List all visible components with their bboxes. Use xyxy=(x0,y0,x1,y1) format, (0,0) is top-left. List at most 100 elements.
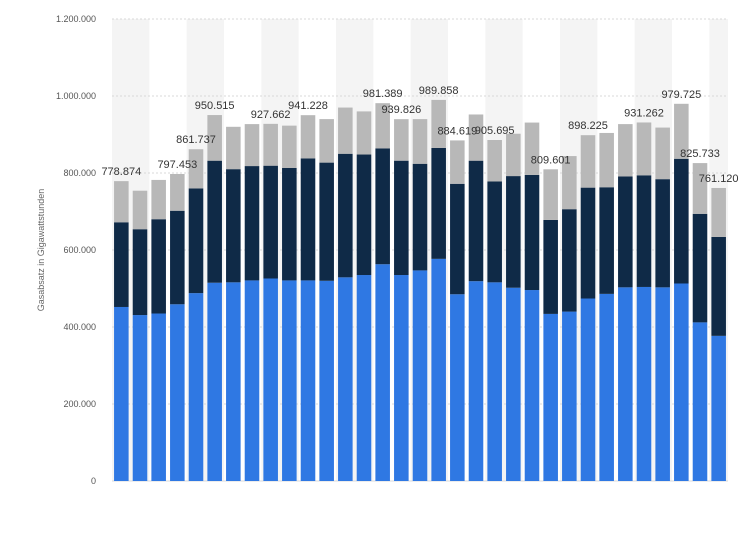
bar-segment-2[interactable] xyxy=(618,176,633,288)
bar-segment-1[interactable] xyxy=(263,278,278,481)
bar-segment-3[interactable] xyxy=(599,132,614,188)
bar-segment-3[interactable] xyxy=(207,115,222,161)
bar-segment-1[interactable] xyxy=(226,282,241,481)
bar-segment-1[interactable] xyxy=(151,313,166,481)
bar-segment-1[interactable] xyxy=(300,280,316,481)
bar-segment-1[interactable] xyxy=(114,306,129,481)
bar-segment-1[interactable] xyxy=(431,258,446,481)
bar-segment-3[interactable] xyxy=(132,190,148,230)
bar-segment-3[interactable] xyxy=(692,163,708,214)
bar-segment-1[interactable] xyxy=(412,270,428,481)
bar-segment-2[interactable] xyxy=(580,187,596,299)
bar-segment-1[interactable] xyxy=(711,335,726,481)
bar-segment-3[interactable] xyxy=(319,119,334,163)
bar-segment-2[interactable] xyxy=(468,160,484,282)
bar-segment-2[interactable] xyxy=(338,153,353,278)
bar-segment-1[interactable] xyxy=(543,313,558,481)
bar-segment-2[interactable] xyxy=(132,229,148,316)
bar-segment-3[interactable] xyxy=(356,111,372,155)
bar-segment-3[interactable] xyxy=(468,114,484,161)
bar-segment-2[interactable] xyxy=(543,219,558,314)
bar-segment-2[interactable] xyxy=(170,210,185,305)
bar-segment-2[interactable] xyxy=(431,147,446,259)
bar-segment-2[interactable] xyxy=(319,162,334,281)
bar-segment-2[interactable] xyxy=(244,166,260,281)
bar-segment-3[interactable] xyxy=(674,103,689,159)
bar-segment-3[interactable] xyxy=(636,122,652,176)
bar-segment-3[interactable] xyxy=(450,140,465,184)
bar-segment-1[interactable] xyxy=(599,293,614,481)
bar-segment-2[interactable] xyxy=(692,213,708,323)
bar-segment-1[interactable] xyxy=(394,275,409,481)
bar-segment-2[interactable] xyxy=(375,148,390,265)
bar-segment-1[interactable] xyxy=(244,280,260,481)
bar-segment-2[interactable] xyxy=(207,160,222,283)
bar-segment-2[interactable] xyxy=(655,179,670,288)
bar-segment-2[interactable] xyxy=(151,219,166,314)
bar-segment-1[interactable] xyxy=(338,277,353,481)
bar-segment-1[interactable] xyxy=(524,290,540,481)
bar-segment-2[interactable] xyxy=(487,181,502,283)
bar-segment-3[interactable] xyxy=(412,119,428,164)
bar-segment-3[interactable] xyxy=(524,122,540,175)
bar-segment-3[interactable] xyxy=(282,125,297,168)
bar-segment-2[interactable] xyxy=(282,167,297,281)
bar-segment-3[interactable] xyxy=(375,103,390,149)
bar-segment-3[interactable] xyxy=(431,99,446,148)
bar-segment-2[interactable] xyxy=(263,165,278,279)
bar-segment-2[interactable] xyxy=(356,154,372,276)
bar-segment-3[interactable] xyxy=(114,181,129,223)
bar-segment-1[interactable] xyxy=(450,294,465,481)
bar-segment-3[interactable] xyxy=(338,107,353,154)
bar-segment-2[interactable] xyxy=(562,209,577,312)
bar-segment-3[interactable] xyxy=(506,133,521,177)
bar-segment-2[interactable] xyxy=(636,175,652,287)
bar-segment-3[interactable] xyxy=(487,140,502,182)
bar-segment-2[interactable] xyxy=(226,169,241,283)
bar-segment-3[interactable] xyxy=(170,173,185,211)
bar-segment-3[interactable] xyxy=(543,169,558,220)
bar-segment-3[interactable] xyxy=(226,126,241,170)
bar-segment-3[interactable] xyxy=(394,119,409,161)
bar-segment-1[interactable] xyxy=(618,287,633,481)
bar-segment-3[interactable] xyxy=(580,135,596,188)
bar-segment-2[interactable] xyxy=(711,236,726,336)
bar-segment-2[interactable] xyxy=(506,176,521,288)
bar-segment-3[interactable] xyxy=(655,127,670,180)
bar-segment-2[interactable] xyxy=(674,158,689,284)
bar-segment-2[interactable] xyxy=(114,222,129,307)
bar-segment-3[interactable] xyxy=(618,124,633,177)
bar-segment-1[interactable] xyxy=(188,293,204,481)
bar-segment-1[interactable] xyxy=(375,264,390,481)
bar-segment-3[interactable] xyxy=(562,156,577,210)
bar-segment-1[interactable] xyxy=(468,281,484,481)
bar-segment-2[interactable] xyxy=(412,163,428,271)
bar-segment-2[interactable] xyxy=(300,158,316,281)
bar-segment-2[interactable] xyxy=(524,174,540,291)
bar-segment-3[interactable] xyxy=(263,123,278,166)
data-label: 989.858 xyxy=(419,85,459,97)
bar-segment-1[interactable] xyxy=(356,275,372,481)
bar-segment-2[interactable] xyxy=(450,183,465,295)
bar-segment-3[interactable] xyxy=(244,124,260,167)
bar-segment-3[interactable] xyxy=(151,179,166,220)
bar-segment-1[interactable] xyxy=(636,286,652,481)
bar-segment-1[interactable] xyxy=(562,311,577,481)
bar-segment-2[interactable] xyxy=(188,188,204,294)
bar-segment-1[interactable] xyxy=(487,282,502,481)
bar-segment-2[interactable] xyxy=(394,160,409,276)
bar-segment-1[interactable] xyxy=(692,322,708,481)
bar-segment-1[interactable] xyxy=(282,280,297,481)
bar-segment-1[interactable] xyxy=(207,282,222,481)
bar-segment-3[interactable] xyxy=(188,149,204,189)
bar-segment-1[interactable] xyxy=(506,287,521,481)
bar-segment-3[interactable] xyxy=(300,115,316,159)
bar-segment-1[interactable] xyxy=(132,315,148,481)
bar-segment-3[interactable] xyxy=(711,187,726,237)
bar-segment-1[interactable] xyxy=(170,304,185,481)
bar-segment-1[interactable] xyxy=(655,287,670,481)
bar-segment-1[interactable] xyxy=(580,298,596,481)
bar-segment-1[interactable] xyxy=(674,283,689,481)
bar-segment-2[interactable] xyxy=(599,187,614,294)
bar-segment-1[interactable] xyxy=(319,280,334,481)
